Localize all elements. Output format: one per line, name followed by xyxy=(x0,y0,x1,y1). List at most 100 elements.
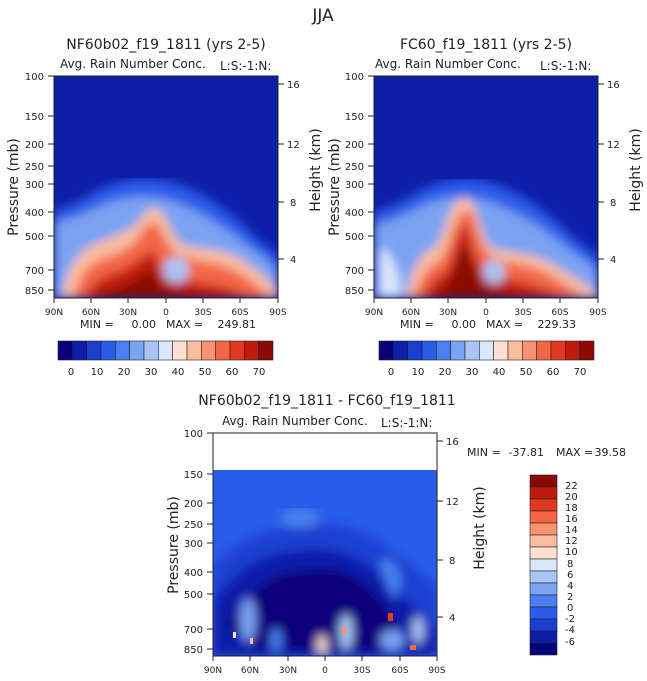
panel-2-colorbar-swatch xyxy=(565,340,580,361)
panel-2-ytick: 500 xyxy=(345,232,364,243)
panel-3-cbar-label: -2 xyxy=(565,614,575,625)
panel-1-min-value: 0.00 xyxy=(132,318,157,331)
panel-3-cbar-label: -4 xyxy=(565,625,575,636)
panel-3-right-tick: 4 xyxy=(449,613,455,624)
panel-3-ytick: 100 xyxy=(184,429,203,440)
panel-3-right-tick: 12 xyxy=(446,497,459,508)
panel-2-colorbar-swatch xyxy=(450,340,466,361)
panel-1-xtick: 90S xyxy=(269,308,286,318)
panel-2-right-tick: 4 xyxy=(610,255,616,266)
panel-1-right-tick: 12 xyxy=(287,140,300,151)
panel-2-cbar-label: 30 xyxy=(466,367,479,378)
panel-2-cbar-label: 10 xyxy=(412,367,425,378)
panel-1-field xyxy=(54,76,278,298)
panel-2-x-ticks: 90N 60N 30N 0 30S 60S 90S xyxy=(365,298,607,318)
panel-3-colorbar-swatch xyxy=(529,486,558,500)
panel-2-xtick: 60S xyxy=(551,308,568,318)
panel-2-colorbar-swatch xyxy=(507,340,523,361)
panel-1-right-tick: 4 xyxy=(290,255,296,266)
panel-2-colorbar-swatch xyxy=(407,340,423,361)
panel-3-colorbar-swatch xyxy=(529,606,558,620)
panel-1-title: NF60b02_f19_1811 (yrs 2-5) xyxy=(66,37,265,53)
panel-3-ytick: 300 xyxy=(184,539,203,550)
panel-1-cbar-label: 60 xyxy=(226,367,239,378)
panel-1-ytick: 700 xyxy=(25,266,44,277)
panel-3: NF60b02_f19_1811 - FC60_f19_1811 Avg. Ra… xyxy=(166,393,626,676)
panel-2-colorbar-swatch xyxy=(436,340,451,361)
panel-1-colorbar-swatch xyxy=(186,340,202,361)
figure-title: JJA xyxy=(311,6,334,26)
panel-1-cbar-label: 0 xyxy=(68,367,74,378)
panel-2-ytick: 250 xyxy=(345,162,364,173)
panel-3-x-ticks: 90N 60N 30N 0 30S 60S 90S xyxy=(204,656,446,676)
panel-1-cbar-label: 10 xyxy=(91,367,104,378)
panel-2-xtick: 30S xyxy=(514,308,531,318)
panel-2-cbar-label: 0 xyxy=(388,367,394,378)
panel-2-right-tick: 12 xyxy=(607,140,620,151)
panel-2-ytick: 850 xyxy=(345,286,364,297)
panel-3-cbar-label: 18 xyxy=(565,503,578,514)
panel-1-ytick: 400 xyxy=(25,208,44,219)
panel-2-ytick: 150 xyxy=(345,112,364,123)
panel-3-cbar-label: 0 xyxy=(567,603,573,614)
panel-1-colorbar xyxy=(57,340,274,361)
panel-3-cbar-label: 10 xyxy=(565,547,578,558)
panel-3-cbar-label: 20 xyxy=(565,492,578,503)
panel-1-y-ticks: 100 150 200 250 300 400 500 700 850 xyxy=(25,72,54,297)
panel-1-ytick: 100 xyxy=(25,72,44,83)
panel-3-colorbar-swatch xyxy=(529,582,558,596)
panel-1-right-tick: 8 xyxy=(290,198,296,209)
panel-2-ytick: 700 xyxy=(345,266,364,277)
panel-2-xtick: 90S xyxy=(589,308,606,318)
panel-3-ytick: 150 xyxy=(184,470,203,481)
panel-3-colorbar xyxy=(529,474,558,656)
panel-2-colorbar-swatch xyxy=(378,340,394,361)
panel-1-cbar-label: 30 xyxy=(145,367,158,378)
panel-1-x-ticks: 90N 60N 30N 0 30S 60S 90S xyxy=(45,298,287,318)
panel-1-ylabel-right: Height (km) xyxy=(308,128,324,211)
panel-1-cbar-label: 40 xyxy=(172,367,185,378)
panel-1-xtick: 0 xyxy=(163,308,169,318)
panel-2-ytick: 100 xyxy=(345,72,364,83)
panel-3-colorbar-swatch xyxy=(529,510,558,524)
panel-3-xtick: 0 xyxy=(322,666,328,676)
panel-1-corner-label: L:S:-1:N: xyxy=(220,59,271,73)
panel-3-min-value: -37.81 xyxy=(509,446,544,459)
panel-3-ytick: 250 xyxy=(184,520,203,531)
panel-1-colorbar-swatch xyxy=(258,340,274,361)
panel-3-ylabel-right: Height (km) xyxy=(472,486,488,569)
panel-2-max-value: 229.33 xyxy=(538,318,577,331)
panel-2-colorbar-swatch xyxy=(493,340,509,361)
panel-3-colorbar-swatch xyxy=(529,594,558,608)
panel-3-xtick: 60S xyxy=(391,666,408,676)
panel-2-ytick: 400 xyxy=(345,208,364,219)
panel-2-ytick: 200 xyxy=(345,140,364,151)
panel-3-cbar-label: 12 xyxy=(565,536,578,547)
panel-2-colorbar-swatch xyxy=(393,340,408,361)
panel-1-xtick: 60S xyxy=(231,308,248,318)
panel-1-ytick: 300 xyxy=(25,180,44,191)
panel-1-xtick: 30N xyxy=(119,308,137,318)
panel-3-colorbar-labels: 22 20 18 16 14 12 10 8 6 4 2 0 -2 -4 -6 xyxy=(565,481,578,648)
panel-3-cbar-label: 14 xyxy=(565,525,578,536)
panel-2-xtick: 90N xyxy=(365,308,383,318)
panel-3-cbar-label: 8 xyxy=(567,559,573,570)
panel-3-colorbar-swatch xyxy=(529,618,558,632)
panel-2-right-tick: 8 xyxy=(610,198,616,209)
panel-3-colorbar-swatch xyxy=(529,570,558,584)
panel-2-ylabel: Pressure (mb) xyxy=(327,138,343,236)
panel-3-ylabel: Pressure (mb) xyxy=(166,496,182,594)
panel-2-cbar-label: 60 xyxy=(547,367,560,378)
panel-1-colorbar-swatch xyxy=(229,340,245,361)
panel-1-cbar-label: 70 xyxy=(253,367,266,378)
panel-2-colorbar-swatch xyxy=(522,340,537,361)
panel-3-xtick: 30N xyxy=(279,666,297,676)
panel-3-colorbar-swatch xyxy=(529,498,558,512)
panel-1-right-ticks: 16 12 8 4 xyxy=(278,80,300,266)
panel-2-min-label: MIN = xyxy=(400,318,434,331)
panel-1-subtitle: Avg. Rain Number Conc. xyxy=(60,57,206,71)
panel-1-colorbar-swatch xyxy=(143,340,159,361)
panel-3-subtitle: Avg. Rain Number Conc. xyxy=(222,414,368,428)
panel-1-colorbar-swatch xyxy=(244,340,259,361)
panel-2-right-ticks: 16 12 8 4 xyxy=(598,80,620,266)
